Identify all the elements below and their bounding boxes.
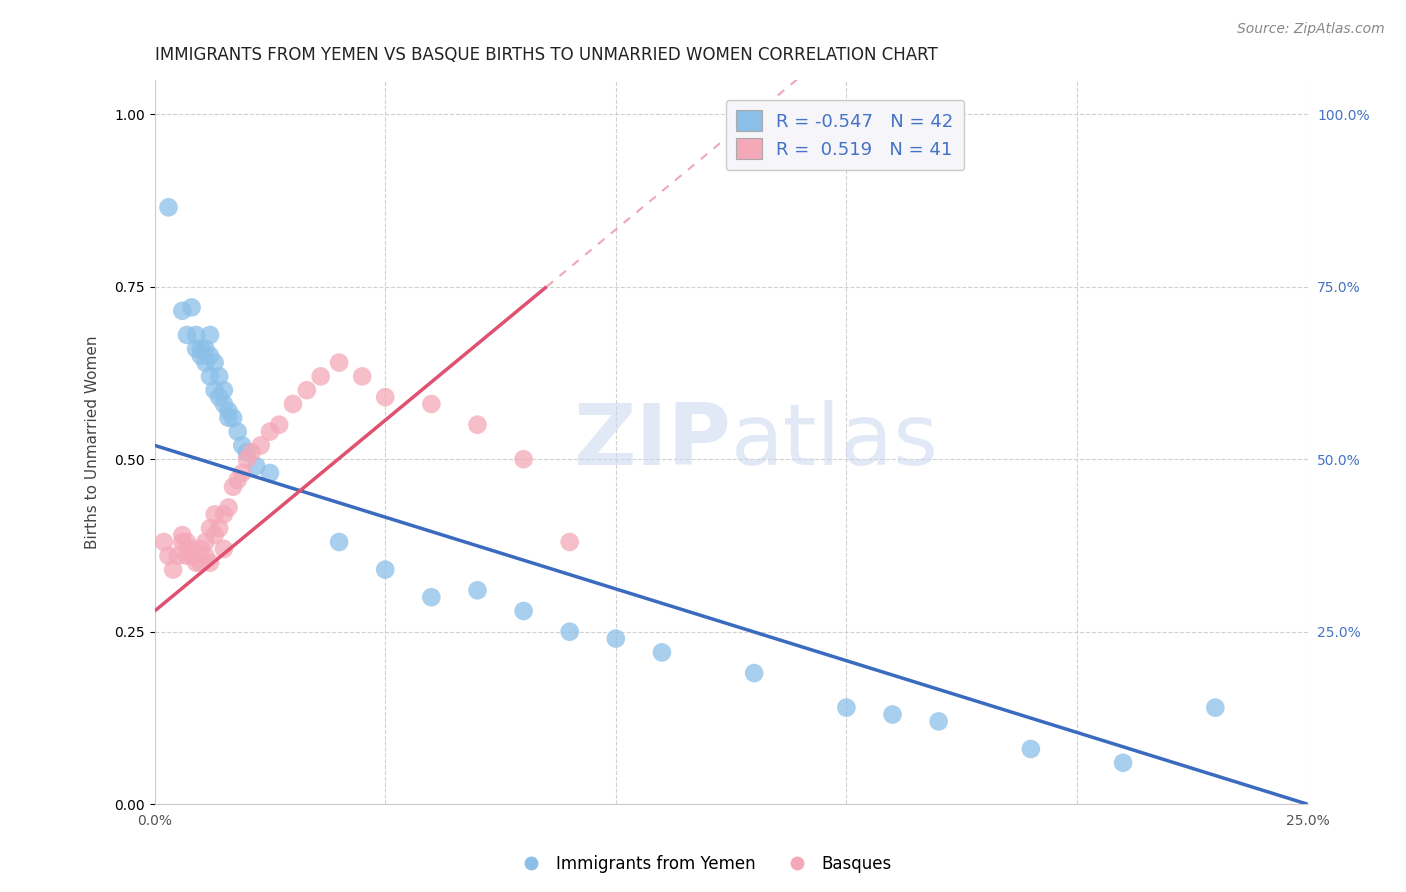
Point bbox=[249, 438, 271, 452]
Point bbox=[269, 417, 291, 432]
Text: Source: ZipAtlas.com: Source: ZipAtlas.com bbox=[1237, 22, 1385, 37]
Point bbox=[222, 480, 245, 494]
Point bbox=[172, 303, 194, 318]
Point bbox=[198, 521, 221, 535]
Point bbox=[194, 355, 217, 369]
Point bbox=[420, 397, 443, 411]
Point bbox=[157, 200, 180, 214]
Point bbox=[217, 500, 239, 515]
Point bbox=[259, 425, 281, 439]
Point bbox=[374, 563, 396, 577]
Point bbox=[198, 556, 221, 570]
Point bbox=[1204, 700, 1226, 714]
Text: ZIP: ZIP bbox=[574, 401, 731, 483]
Point bbox=[180, 541, 202, 556]
Point bbox=[226, 425, 249, 439]
Point bbox=[245, 459, 267, 474]
Point bbox=[558, 535, 581, 549]
Point bbox=[217, 410, 239, 425]
Point bbox=[208, 369, 231, 384]
Point bbox=[212, 541, 235, 556]
Point bbox=[420, 591, 443, 605]
Point bbox=[295, 383, 318, 397]
Point bbox=[190, 349, 212, 363]
Point bbox=[1019, 742, 1042, 756]
Point bbox=[194, 342, 217, 356]
Point bbox=[467, 417, 489, 432]
Point bbox=[605, 632, 627, 646]
Point bbox=[172, 528, 194, 542]
Point bbox=[204, 508, 226, 522]
Point bbox=[198, 349, 221, 363]
Point bbox=[352, 369, 374, 384]
Point bbox=[928, 714, 950, 729]
Point bbox=[467, 583, 489, 598]
Y-axis label: Births to Unmarried Women: Births to Unmarried Women bbox=[86, 335, 100, 549]
Point bbox=[558, 624, 581, 639]
Point bbox=[176, 328, 198, 343]
Point bbox=[180, 301, 202, 315]
Point bbox=[162, 563, 184, 577]
Point bbox=[190, 556, 212, 570]
Point bbox=[190, 541, 212, 556]
Point bbox=[208, 390, 231, 404]
Point bbox=[190, 342, 212, 356]
Point bbox=[259, 466, 281, 480]
Point bbox=[212, 383, 235, 397]
Point bbox=[186, 328, 208, 343]
Point bbox=[231, 466, 253, 480]
Point bbox=[882, 707, 904, 722]
Point bbox=[512, 604, 534, 618]
Point bbox=[180, 549, 202, 563]
Point bbox=[212, 397, 235, 411]
Point bbox=[198, 369, 221, 384]
Legend: Immigrants from Yemen, Basques: Immigrants from Yemen, Basques bbox=[508, 848, 898, 880]
Point bbox=[217, 404, 239, 418]
Point bbox=[186, 342, 208, 356]
Point bbox=[204, 383, 226, 397]
Point bbox=[512, 452, 534, 467]
Point bbox=[166, 549, 188, 563]
Point bbox=[742, 666, 765, 681]
Point bbox=[194, 535, 217, 549]
Point bbox=[226, 473, 249, 487]
Point bbox=[208, 521, 231, 535]
Point bbox=[240, 445, 263, 459]
Point bbox=[281, 397, 304, 411]
Text: IMMIGRANTS FROM YEMEN VS BASQUE BIRTHS TO UNMARRIED WOMEN CORRELATION CHART: IMMIGRANTS FROM YEMEN VS BASQUE BIRTHS T… bbox=[155, 46, 938, 64]
Point bbox=[328, 535, 350, 549]
Point bbox=[222, 410, 245, 425]
Point bbox=[157, 549, 180, 563]
Point bbox=[176, 549, 198, 563]
Point bbox=[309, 369, 332, 384]
Point bbox=[186, 556, 208, 570]
Point bbox=[374, 390, 396, 404]
Point bbox=[236, 445, 259, 459]
Point bbox=[212, 508, 235, 522]
Legend: R = -0.547   N = 42, R =  0.519   N = 41: R = -0.547 N = 42, R = 0.519 N = 41 bbox=[725, 100, 965, 170]
Point bbox=[172, 535, 194, 549]
Point bbox=[1112, 756, 1135, 770]
Point bbox=[194, 549, 217, 563]
Point bbox=[231, 438, 253, 452]
Point bbox=[651, 645, 673, 659]
Point bbox=[204, 528, 226, 542]
Point bbox=[328, 355, 350, 369]
Point bbox=[204, 355, 226, 369]
Point bbox=[236, 452, 259, 467]
Text: atlas: atlas bbox=[731, 401, 939, 483]
Point bbox=[835, 700, 858, 714]
Point bbox=[153, 535, 176, 549]
Point bbox=[176, 535, 198, 549]
Point bbox=[198, 328, 221, 343]
